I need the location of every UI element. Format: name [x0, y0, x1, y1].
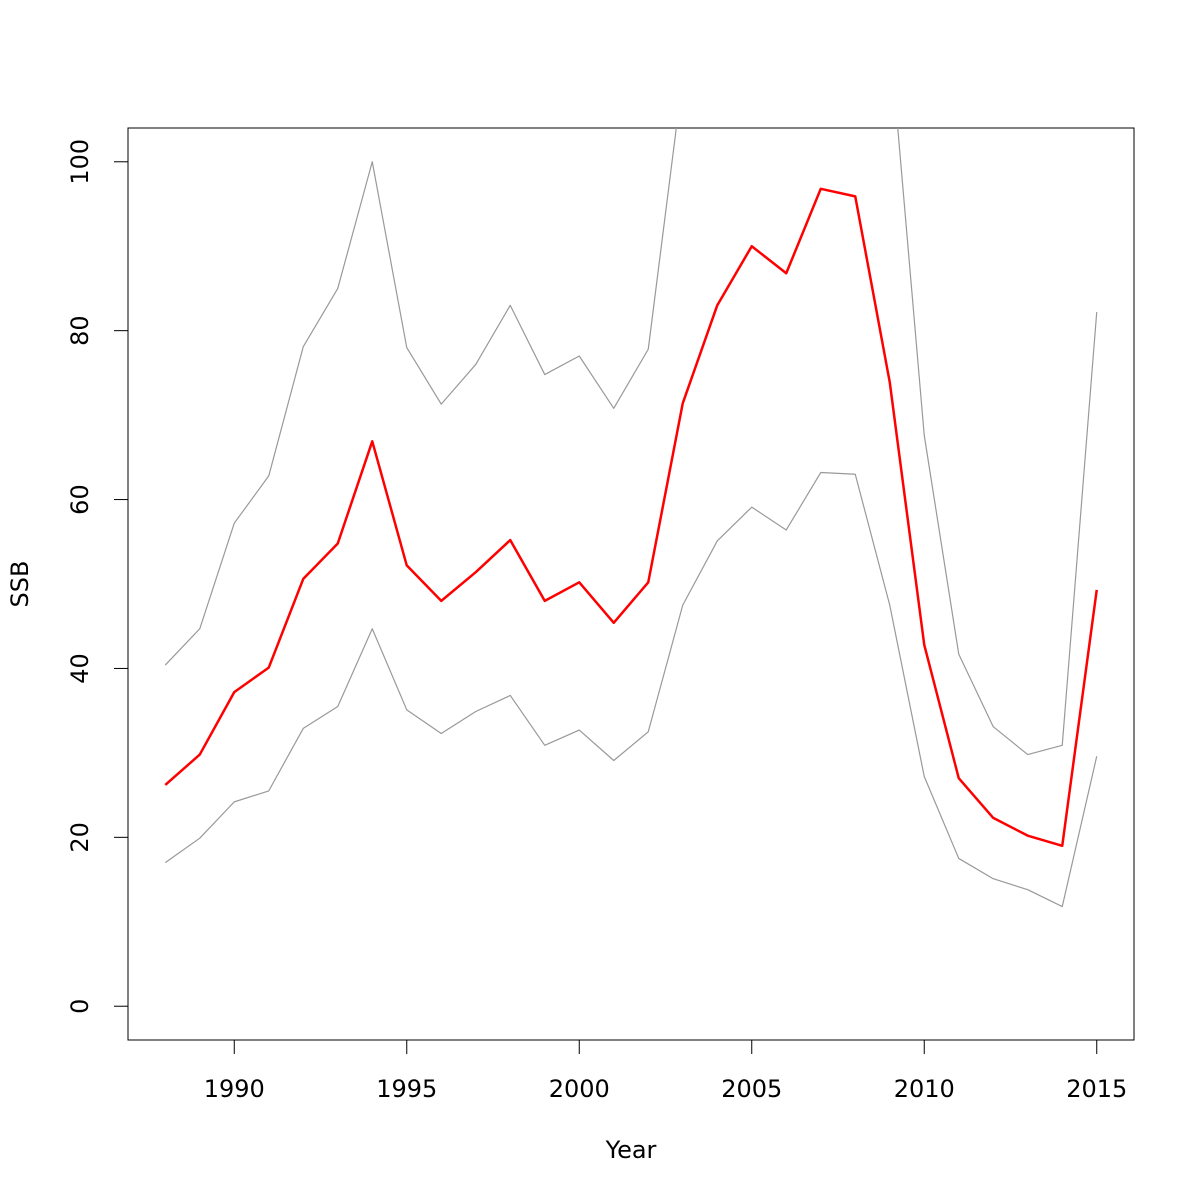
x-tick-label: 2005 — [721, 1075, 782, 1103]
x-tick-label: 2010 — [894, 1075, 955, 1103]
series-line — [164, 187, 1098, 848]
y-tick-label: 100 — [66, 139, 94, 185]
x-tick-label: 1995 — [376, 1075, 437, 1103]
y-tick-label: 20 — [66, 822, 94, 853]
y-tick-label: 80 — [66, 315, 94, 346]
y-tick-label: 60 — [66, 484, 94, 515]
series-line — [164, 471, 1098, 908]
x-tick-label: 2000 — [549, 1075, 610, 1103]
y-tick-label: 0 — [66, 999, 94, 1014]
x-axis-label: Year — [605, 1136, 657, 1164]
plot-area — [164, 128, 1098, 908]
x-tick-label: 1990 — [204, 1075, 265, 1103]
plot-box — [127, 127, 1135, 1041]
y-axis-label: SSB — [6, 561, 34, 608]
series-line — [164, 128, 1098, 756]
y-tick-label: 40 — [66, 653, 94, 684]
x-tick-label: 2015 — [1066, 1075, 1127, 1103]
